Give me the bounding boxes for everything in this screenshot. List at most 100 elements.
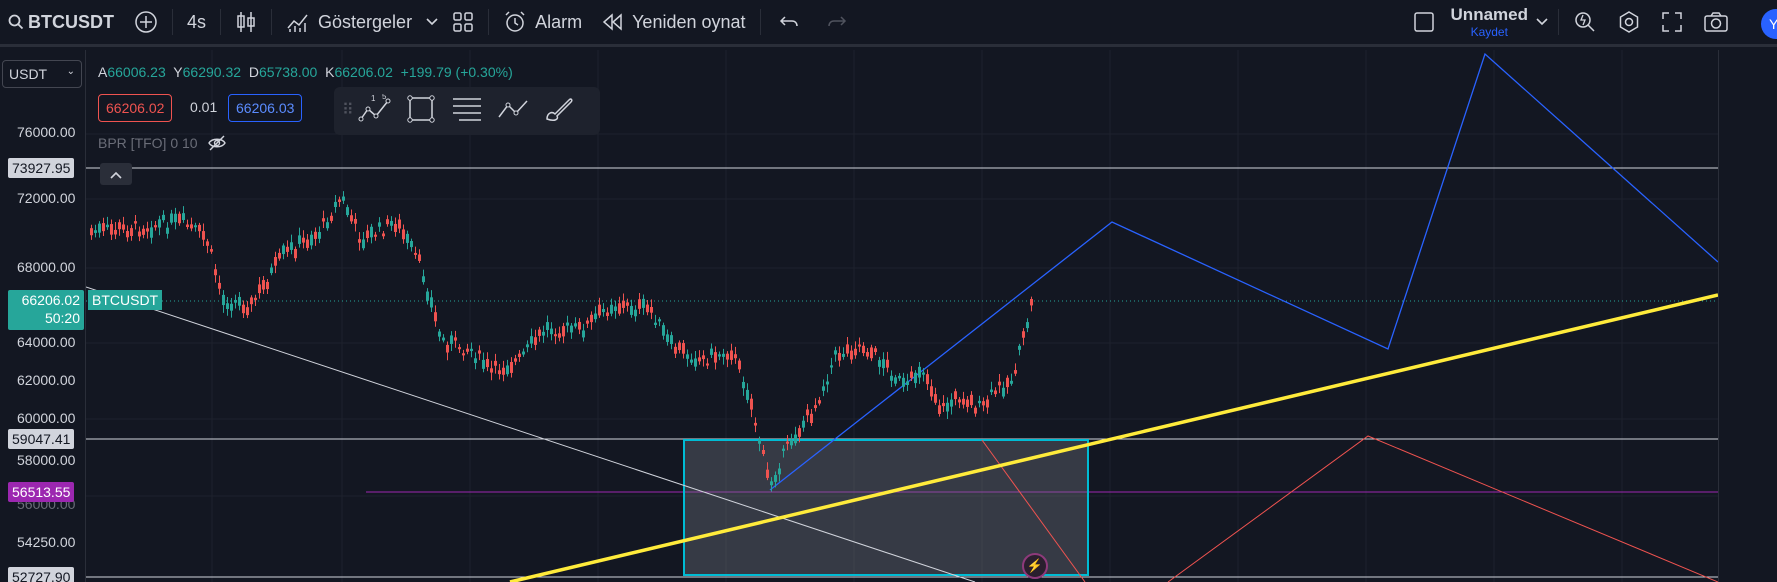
replay-button[interactable]: Yeniden oynat [592, 0, 755, 46]
candle-body [122, 224, 125, 230]
symbol-search[interactable]: BTCUSDT [0, 0, 124, 46]
candle-body [894, 377, 897, 384]
candle-body [454, 337, 457, 341]
alarm-clock-icon [503, 10, 527, 34]
candle-body [498, 370, 501, 375]
rectangle-tool-button[interactable] [398, 91, 444, 131]
alert-button[interactable]: Alarm [493, 0, 592, 46]
buy-button[interactable]: 66206.03 [228, 94, 303, 122]
indicators-dropdown[interactable] [422, 0, 442, 46]
chart-type-button[interactable] [225, 0, 267, 46]
candle-body [494, 360, 497, 366]
candle-body [714, 352, 717, 363]
candle-body [542, 331, 545, 336]
candle-body [506, 365, 509, 375]
candle-body [862, 345, 865, 354]
candle-body [302, 237, 305, 243]
sell-button[interactable]: 66206.02 [98, 94, 173, 122]
layout-checkbox[interactable] [1403, 0, 1445, 46]
templates-button[interactable] [442, 0, 484, 46]
candle-body [718, 354, 721, 357]
currency-label: USDT [9, 66, 48, 82]
chart-pane[interactable] [86, 50, 1718, 582]
candle-body [834, 350, 837, 355]
chevron-down-icon [426, 18, 438, 26]
price-scale[interactable]: USDT ⌄ 76000.00 72000.00 68000.00 64000.0… [0, 50, 86, 582]
candle-body [298, 235, 301, 244]
candle-body [478, 350, 481, 354]
candlestick-series [90, 191, 1033, 492]
level-tag-bottom[interactable]: 52727.90 [8, 567, 75, 582]
price-tick: 68000.00 [17, 259, 76, 275]
avatar[interactable]: Y [1761, 9, 1777, 39]
candle-body [598, 304, 601, 316]
trend-tool-button[interactable] [490, 91, 536, 131]
text-lines-tool-button[interactable] [444, 91, 490, 131]
candle-body [566, 322, 569, 326]
redo-button[interactable] [813, 0, 861, 46]
grid [86, 50, 1718, 582]
candle-body [166, 227, 169, 234]
ascending-trendline[interactable] [509, 293, 1718, 582]
blue-projection-path[interactable] [769, 52, 1718, 491]
candle-body [630, 305, 633, 315]
price-tick: 58000.00 [17, 452, 76, 468]
candle-body [358, 239, 361, 243]
drag-handle-icon[interactable]: ⠿ [342, 102, 354, 119]
candle-body [634, 309, 637, 317]
candle-body [446, 344, 449, 353]
candle-body [274, 257, 277, 266]
level-tag-top[interactable]: 73927.95 [8, 158, 75, 178]
chart-canvas[interactable] [86, 50, 1718, 582]
brush-tool-button[interactable] [536, 91, 582, 131]
candle-body [194, 225, 197, 228]
candle-body [106, 224, 109, 228]
compare-button[interactable] [124, 0, 168, 46]
candle-body [254, 297, 257, 301]
candle-body [394, 223, 397, 233]
candle-body [546, 322, 549, 330]
candle-body [126, 231, 129, 238]
undo-button[interactable] [765, 0, 813, 46]
candle-body [710, 348, 713, 355]
interval-button[interactable]: 4s [187, 11, 207, 32]
collapse-legend-button[interactable] [100, 163, 132, 185]
candle-body [898, 375, 901, 379]
level-tag-purple[interactable]: 56513.55 [8, 482, 75, 502]
settings-button[interactable] [1607, 0, 1651, 46]
fullscreen-button[interactable] [1651, 0, 1693, 46]
search-icon [8, 14, 24, 30]
low-value: 65738.00 [258, 64, 318, 80]
quick-search-button[interactable] [1563, 0, 1607, 46]
symbol-label: BTCUSDT [28, 11, 114, 32]
candle-body [658, 319, 661, 322]
alert-marker[interactable]: ⚡ [1022, 553, 1048, 579]
indicators-button[interactable]: Göstergeler [276, 0, 422, 46]
candle-body [722, 353, 725, 357]
candle-body [614, 306, 617, 311]
candle-body [858, 344, 861, 347]
candle-body [954, 391, 957, 400]
candle-body [442, 337, 445, 341]
red-projection-left[interactable] [981, 439, 1086, 582]
level-tag-mid[interactable]: 59047.41 [8, 429, 75, 449]
candle-body [574, 323, 577, 327]
currency-select[interactable]: USDT ⌄ [2, 60, 82, 88]
candle-body [422, 276, 425, 283]
red-projection-right[interactable] [1167, 435, 1718, 582]
trend-icon [496, 96, 530, 127]
candle-body [766, 469, 769, 478]
snapshot-button[interactable] [1693, 0, 1777, 46]
candle-body [158, 219, 161, 228]
candle-body [490, 368, 493, 373]
candle-body [1014, 370, 1017, 374]
candle-body [150, 227, 153, 238]
descending-trendline[interactable] [86, 286, 976, 582]
candle-body [418, 254, 421, 261]
candle-body [294, 248, 297, 259]
candle-body [462, 353, 465, 356]
eye-off-icon[interactable] [207, 135, 227, 154]
layout-menu[interactable]: Unnamed Kaydet [1445, 0, 1554, 46]
